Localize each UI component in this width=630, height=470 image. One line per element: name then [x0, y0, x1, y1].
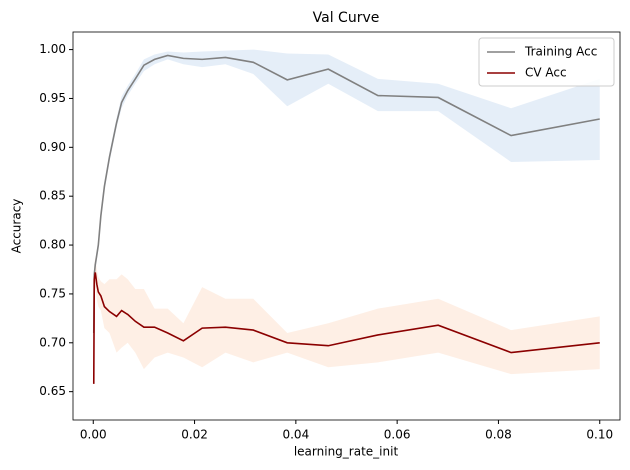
y-axis-label: Accuracy: [10, 199, 24, 254]
y-tick-label: 0.75: [39, 286, 66, 300]
y-tick-label: 0.85: [39, 189, 66, 203]
y-tick-label: 0.80: [39, 238, 66, 252]
x-tick-label: 0.04: [282, 428, 309, 442]
plot-frame: [72, 31, 621, 421]
y-tick-label: 0.65: [39, 384, 66, 398]
std-band: [93, 49, 600, 343]
x-tick-label: 0.08: [485, 428, 512, 442]
series-line: [92, 54, 600, 334]
y-tick-label: 1.00: [39, 42, 66, 56]
y-tick-label: 0.90: [39, 140, 66, 154]
chart-title: Val Curve: [313, 10, 380, 26]
legend-box: [478, 37, 615, 87]
x-tick-label: 0.10: [586, 428, 613, 442]
x-tick-label: 0.00: [80, 428, 107, 442]
x-tick-label: 0.06: [384, 428, 411, 442]
x-tick-label: 0.02: [181, 428, 208, 442]
x-axis-label: learning_rate_init: [294, 445, 399, 459]
series-line: [92, 272, 600, 384]
y-tick-label: 0.70: [39, 335, 66, 349]
legend-label: Training Acc: [524, 45, 597, 59]
y-tick-label: 0.95: [39, 91, 66, 105]
legend-label: CV Acc: [525, 66, 567, 80]
std-band: [93, 257, 600, 392]
